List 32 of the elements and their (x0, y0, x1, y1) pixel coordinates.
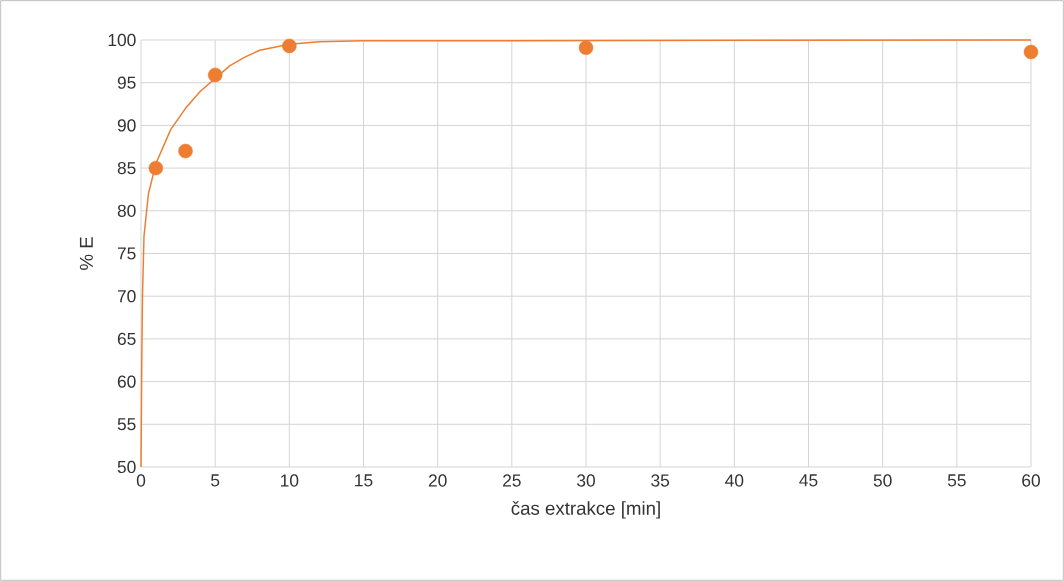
x-tick-label: 25 (503, 474, 521, 487)
y-tick-label: 50 (117, 460, 136, 474)
y-tick-label: 65 (117, 332, 136, 346)
y-tick-label: 80 (117, 204, 136, 217)
point (148, 160, 164, 176)
point (1023, 44, 1039, 60)
point (207, 67, 223, 83)
x-tick-label: 15 (355, 474, 373, 487)
y-tick-label: 100 (108, 33, 136, 47)
x-tick-label: 40 (725, 474, 744, 487)
y-tick-label: 85 (117, 161, 136, 175)
point (178, 143, 193, 159)
x-tick-label: 45 (799, 474, 818, 487)
x-axis-title: čas extrakce [min] (511, 501, 660, 519)
y-tick-label: 95 (117, 76, 136, 89)
y-tick-label: 55 (117, 418, 136, 431)
y-tick-label: 75 (117, 247, 136, 260)
x-tick-label: 10 (281, 474, 299, 487)
x-tick-label: 55 (947, 474, 966, 487)
x-tick-label: 60 (1022, 474, 1040, 487)
y-axis-title: % E (79, 237, 93, 270)
point (578, 40, 594, 55)
x-tick-label: 35 (651, 474, 670, 487)
x-tick-label: 5 (211, 474, 220, 487)
y-tick-label: 60 (117, 375, 136, 388)
x-tick-label: 20 (428, 474, 447, 487)
y-tick-label: 70 (117, 290, 136, 303)
y-tick-label: 90 (117, 119, 136, 132)
point (282, 38, 297, 54)
x-tick-label: 30 (577, 474, 595, 487)
x-tick-label: 50 (873, 474, 892, 487)
x-tick-label: 0 (136, 474, 146, 487)
